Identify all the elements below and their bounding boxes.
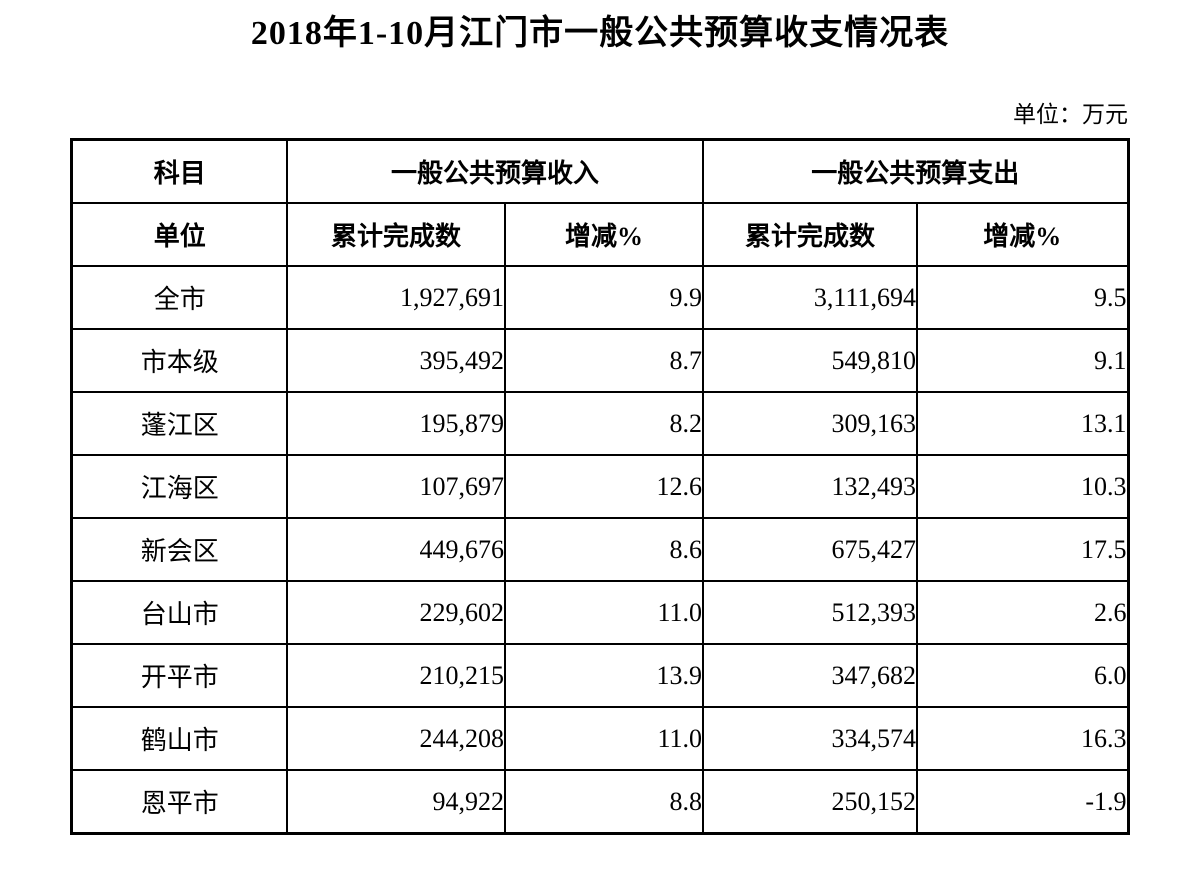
region-cell: 全市 xyxy=(70,265,288,331)
income-cell: 195,879 xyxy=(285,391,506,457)
income-change-cell: 8.6 xyxy=(503,517,705,583)
expense-cell: 334,574 xyxy=(702,706,918,772)
expense-change-cell: 13.1 xyxy=(915,391,1130,457)
expense-cell: 309,163 xyxy=(702,391,918,457)
income-change-cell: 12.6 xyxy=(503,454,705,520)
income-change-cell: 8.7 xyxy=(503,328,705,394)
table-row: 新会区 449,676 8.6 675,427 17.5 xyxy=(70,517,1130,583)
income-cell: 229,602 xyxy=(285,580,506,646)
region-cell: 台山市 xyxy=(70,580,288,646)
budget-table: 科目 一般公共预算收入 一般公共预算支出 单位 累计完成数 增减% 累计完成数 … xyxy=(70,138,1130,836)
expense-change-cell: 6.0 xyxy=(915,643,1130,709)
income-cell: 395,492 xyxy=(285,328,506,394)
header-unit: 单位 xyxy=(70,202,288,268)
expense-change-cell: 9.5 xyxy=(915,265,1130,331)
header-subject: 科目 xyxy=(70,138,288,205)
table-row: 台山市 229,602 11.0 512,393 2.6 xyxy=(70,580,1130,646)
income-cell: 94,922 xyxy=(285,769,506,835)
expense-change-cell: 16.3 xyxy=(915,706,1130,772)
income-change-cell: 8.8 xyxy=(503,769,705,835)
expense-cell: 549,810 xyxy=(702,328,918,394)
header-income-cumulative: 累计完成数 xyxy=(285,202,506,268)
table-row: 恩平市 94,922 8.8 250,152 -1.9 xyxy=(70,769,1130,835)
table-body: 全市 1,927,691 9.9 3,111,694 9.5 市本级 395,4… xyxy=(70,265,1130,835)
table-row: 全市 1,927,691 9.9 3,111,694 9.5 xyxy=(70,265,1130,331)
expense-cell: 675,427 xyxy=(702,517,918,583)
region-cell: 鹤山市 xyxy=(70,706,288,772)
table-row: 江海区 107,697 12.6 132,493 10.3 xyxy=(70,454,1130,520)
table-row: 市本级 395,492 8.7 549,810 9.1 xyxy=(70,328,1130,394)
unit-note: 单位：万元 xyxy=(1013,101,1128,127)
header-row-columns: 单位 累计完成数 增减% 累计完成数 增减% xyxy=(70,202,1130,268)
expense-change-cell: 2.6 xyxy=(915,580,1130,646)
region-cell: 蓬江区 xyxy=(70,391,288,457)
header-income-change: 增减% xyxy=(503,202,705,268)
income-change-cell: 13.9 xyxy=(503,643,705,709)
income-change-cell: 9.9 xyxy=(503,265,705,331)
header-row-groups: 科目 一般公共预算收入 一般公共预算支出 xyxy=(70,138,1130,205)
expense-cell: 3,111,694 xyxy=(702,265,918,331)
expense-cell: 347,682 xyxy=(702,643,918,709)
region-cell: 江海区 xyxy=(70,454,288,520)
header-income-group: 一般公共预算收入 xyxy=(285,138,705,205)
region-cell: 恩平市 xyxy=(70,769,288,835)
expense-cell: 512,393 xyxy=(702,580,918,646)
header-expense-change: 增减% xyxy=(915,202,1130,268)
expense-change-cell: 9.1 xyxy=(915,328,1130,394)
page-title: 2018年1-10月江门市一般公共预算收支情况表 xyxy=(250,15,950,52)
table-row: 鹤山市 244,208 11.0 334,574 16.3 xyxy=(70,706,1130,772)
expense-cell: 250,152 xyxy=(702,769,918,835)
income-cell: 244,208 xyxy=(285,706,506,772)
income-change-cell: 11.0 xyxy=(503,706,705,772)
expense-change-cell: 17.5 xyxy=(915,517,1130,583)
expense-cell: 132,493 xyxy=(702,454,918,520)
table-row: 蓬江区 195,879 8.2 309,163 13.1 xyxy=(70,391,1130,457)
region-cell: 新会区 xyxy=(70,517,288,583)
income-change-cell: 11.0 xyxy=(503,580,705,646)
income-cell: 1,927,691 xyxy=(285,265,506,331)
region-cell: 开平市 xyxy=(70,643,288,709)
income-cell: 449,676 xyxy=(285,517,506,583)
income-change-cell: 8.2 xyxy=(503,391,705,457)
expense-change-cell: -1.9 xyxy=(915,769,1130,835)
header-expense-group: 一般公共预算支出 xyxy=(701,138,1130,205)
expense-change-cell: 10.3 xyxy=(915,454,1130,520)
region-cell: 市本级 xyxy=(70,328,288,394)
income-cell: 210,215 xyxy=(285,643,506,709)
table-row: 开平市 210,215 13.9 347,682 6.0 xyxy=(70,643,1130,709)
table-header: 科目 一般公共预算收入 一般公共预算支出 单位 累计完成数 增减% 累计完成数 … xyxy=(70,138,1130,268)
income-cell: 107,697 xyxy=(285,454,506,520)
header-expense-cumulative: 累计完成数 xyxy=(702,202,918,268)
